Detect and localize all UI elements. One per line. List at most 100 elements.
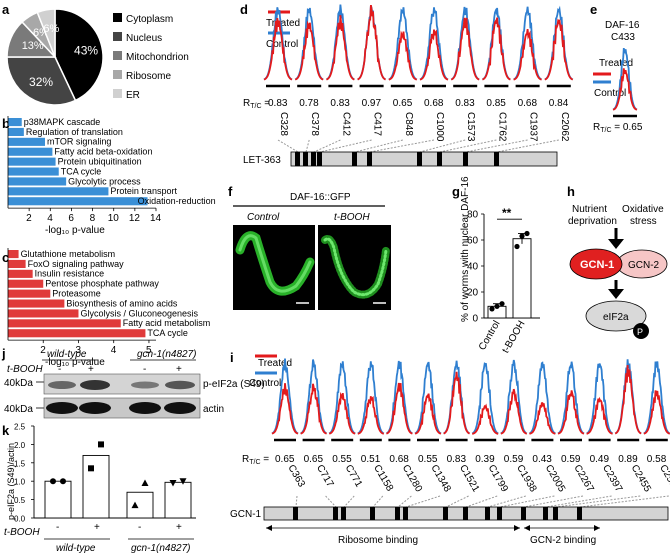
pie-legend-label-1: Nucleus: [126, 33, 162, 44]
d-peak-6-treated: [450, 17, 480, 81]
let363-site-mark-5: [367, 152, 372, 166]
i-ratio-6: 0.83: [447, 454, 467, 465]
barc-category-6: Glycolysis / Gluconeogenesis: [80, 308, 198, 318]
panel-i-ratios: RT/C = 0.65 0.65 0.55 0.51 0.68 0.55 0.83 0.39 0…: [242, 454, 667, 466]
d-peak-9-treated: [544, 18, 574, 81]
gcn1-site-mark-1: [333, 507, 338, 520]
gcn1-node: [569, 248, 623, 280]
pie-legend-swatch-4: [113, 89, 122, 98]
panel-label-a: a: [2, 2, 10, 17]
d-ratio-2: 0.83: [330, 98, 350, 109]
d-ratio-3: 0.97: [362, 98, 382, 109]
barb-tick-label-4: 10: [108, 213, 120, 224]
barb-bar-2: [8, 137, 45, 146]
barb-tick-label-2: 6: [68, 213, 74, 224]
eif2a-label: eIF2a: [603, 312, 629, 323]
panel-i-sites: C363 C717 C771 C1158 C1280 C1348 C1521 C1799 C19…: [285, 463, 670, 508]
daf16-site: C433: [611, 32, 635, 43]
pie-slice-label-4: 6%: [43, 23, 59, 35]
k-point-0-0: [50, 478, 56, 485]
i-site-connector-6: [445, 495, 469, 508]
d-site-label-7: C1762: [496, 112, 507, 142]
d-peak-5-control: [419, 7, 449, 81]
barc-tick-label-1: 3: [75, 345, 81, 356]
i-ratio-13: 0.58: [647, 454, 667, 465]
let363-site-mark-4: [352, 152, 357, 166]
i-peak-7-treated: [472, 403, 499, 435]
wb-tbooh-label: t-BOOH: [7, 364, 43, 375]
barc-xlabel: -log₁₀ p-value: [45, 357, 105, 368]
d-site-connector-0: [277, 139, 299, 153]
k-point-1-1: [98, 441, 104, 448]
barb-category-7: Protein transport: [110, 186, 177, 196]
pie-legend: Cytoplasm Nucleus Mitochondrion Ribosome ER: [113, 13, 189, 101]
i-ratio-3: 0.51: [361, 454, 381, 465]
i-peak-7-control: [471, 361, 499, 435]
gcn2-label: GCN-2: [628, 260, 660, 271]
legend-treated-e: Treated: [599, 58, 633, 69]
d-peak-7-treated: [482, 17, 511, 81]
k-tbooh-label: t-BOOH: [4, 527, 40, 538]
peif2a-quant-chart: 0.0 0.5 1.0 1.5 2.0 2.5 - + - + t-BOOH wild-type gcn…: [4, 423, 196, 554]
barc-bar-0: [8, 250, 19, 259]
i-ratio-8: 0.59: [504, 454, 524, 465]
panel-e: DAF-16 C433 Treated Control RT/C = 0.65: [593, 20, 643, 134]
k-point-1-0: [88, 465, 94, 472]
i-peak-10-control: [557, 361, 585, 435]
i-site-label-4: C1280: [400, 463, 424, 494]
barb-category-0: p38MAPK cascade: [24, 117, 101, 127]
gcn1-site-mark-0: [293, 507, 298, 520]
i-site-connector-4: [397, 495, 412, 508]
binding-regions: Ribosome binding GCN-2 binding: [266, 525, 600, 546]
d-ratio-6: 0.83: [455, 98, 475, 109]
k-bar-3: [164, 481, 192, 519]
k-point-2-0: [131, 501, 139, 509]
barb-xlabel: -log₁₀ p-value: [45, 225, 105, 236]
barc-category-8: TCA cycle: [147, 328, 188, 338]
barb-category-8: Oxidation-reduction: [138, 196, 216, 206]
i-ratio-5: 0.55: [418, 454, 438, 465]
wb-wildtype-label: wild-type: [47, 349, 87, 360]
barc-category-4: Proteasome: [52, 289, 101, 299]
i-ratio-4: 0.68: [389, 454, 409, 465]
wb-sign-3: -: [143, 364, 146, 375]
i-ratio-11: 0.49: [590, 454, 610, 465]
d-site-label-9: C2062: [559, 112, 570, 142]
gcn1-domain-map: GCN-1: [230, 506, 669, 521]
pie-legend-label-4: ER: [126, 90, 140, 101]
d-ratio-7: 0.85: [486, 98, 506, 109]
d-ratio-label: RT/C =: [243, 98, 270, 110]
panel-d-peaks: [263, 4, 574, 88]
i-peak-0-control: [271, 358, 299, 435]
k-tick-label-2: 1.0: [14, 478, 26, 487]
legend-treated-i: Treated: [258, 358, 292, 369]
barb-category-3: Fatty acid beta-oxidation: [54, 147, 152, 157]
barb-tick-label-0: 2: [26, 213, 32, 224]
k-tick-label-4: 2.0: [14, 441, 26, 450]
ribosome-binding-label: Ribosome binding: [338, 535, 418, 546]
d-ratio-4: 0.65: [393, 98, 413, 109]
d-site-connector-5: [369, 139, 435, 153]
gcn1-site-mark-6: [443, 507, 448, 520]
barb-tick-label-1: 4: [47, 213, 53, 224]
let363-site-mark-8: [463, 152, 468, 166]
i-site-connector-8: [487, 495, 526, 508]
panel-j-western: wild-type gcn-1(n4827) t-BOOH - + - + 40…: [4, 349, 265, 419]
barb-bar-4: [8, 157, 56, 166]
pie-slice-label-1: 32%: [29, 75, 53, 89]
gcn1-domain-label: GCN-1: [230, 509, 262, 520]
panel-label-c: c: [2, 250, 9, 265]
d-ratio-5: 0.68: [424, 98, 444, 109]
i-site-connector-13: [579, 495, 669, 508]
panel-label-d: d: [240, 2, 248, 17]
barc-category-0: Glutathione metabolism: [21, 249, 116, 259]
let363-site-mark-3: [317, 152, 322, 166]
k-gcn1-label: gcn-1(n4827): [131, 543, 190, 554]
barc-tick-label-0: 2: [40, 345, 46, 356]
i-site-connector-9: [499, 495, 555, 508]
k-sign-1: +: [94, 522, 100, 533]
panel-label-b: b: [2, 116, 10, 131]
d-site-connector-6: [419, 139, 466, 153]
i-peak-11-control: [586, 363, 614, 435]
